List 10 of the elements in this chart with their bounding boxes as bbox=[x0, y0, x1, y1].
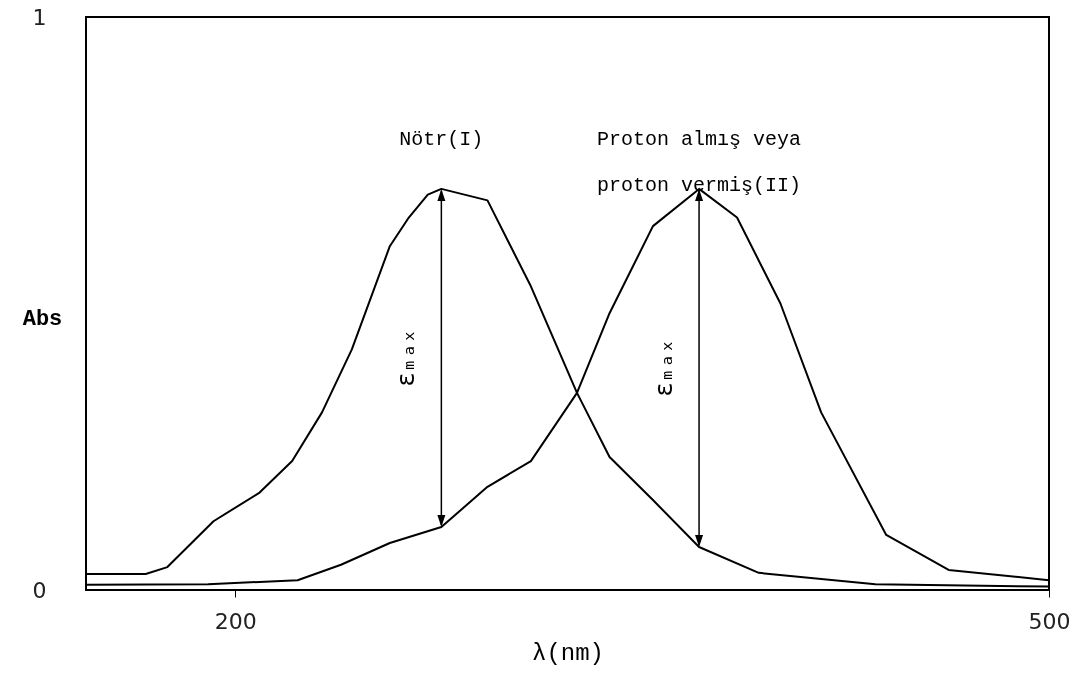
annotation: εₘₐₓ bbox=[392, 329, 421, 387]
y-axis-title: Abs bbox=[22, 306, 63, 332]
annotation: εₘₐₓ bbox=[650, 339, 679, 397]
x-axis-title: λ(nm) bbox=[531, 639, 605, 667]
y-tick-label: 1 bbox=[32, 4, 47, 30]
x-tick-label: 200 bbox=[214, 608, 257, 634]
text: Nötr(I) bbox=[399, 127, 484, 151]
y-tick-label: 0 bbox=[32, 577, 47, 603]
x-tick-label: 500 bbox=[1028, 608, 1071, 634]
series-label: Proton almış veya proton vermiş(II) bbox=[597, 127, 802, 197]
